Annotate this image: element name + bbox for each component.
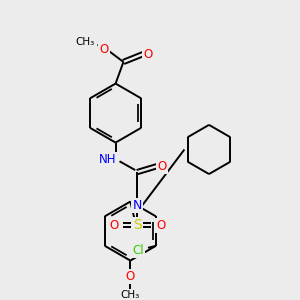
- Text: O: O: [99, 43, 108, 56]
- Text: NH: NH: [99, 153, 116, 166]
- Text: O: O: [109, 219, 118, 232]
- Text: Cl: Cl: [132, 244, 144, 257]
- Text: N: N: [133, 199, 142, 212]
- Text: CH₃: CH₃: [121, 290, 140, 300]
- Text: S: S: [133, 218, 142, 232]
- Text: O: O: [143, 48, 153, 61]
- Text: O: O: [157, 160, 167, 173]
- Text: CH₃: CH₃: [76, 37, 95, 47]
- Text: O: O: [156, 219, 165, 232]
- Text: O: O: [126, 270, 135, 283]
